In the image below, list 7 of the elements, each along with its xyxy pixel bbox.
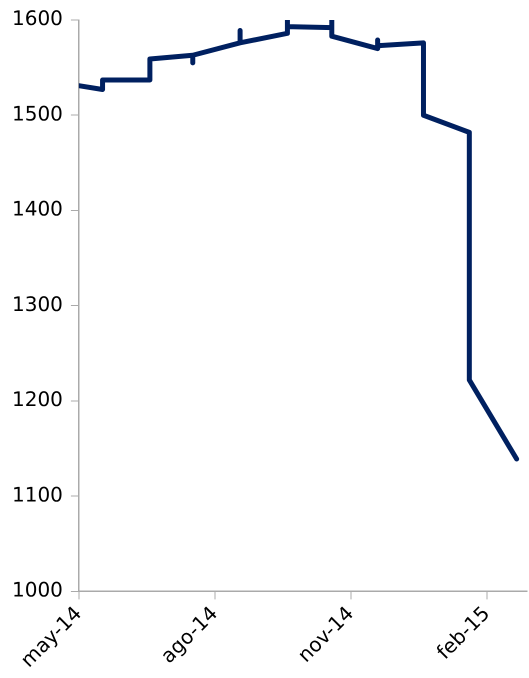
y-tick-label: 1100: [12, 482, 63, 506]
y-tick-label: 1300: [12, 292, 63, 316]
y-tick-label: 1200: [12, 387, 63, 412]
y-tick-label: 1400: [12, 196, 63, 221]
y-tick-label: 1600: [12, 6, 63, 30]
y-tick-label: 1500: [12, 101, 63, 126]
y-tick-label: 1000: [12, 578, 63, 602]
